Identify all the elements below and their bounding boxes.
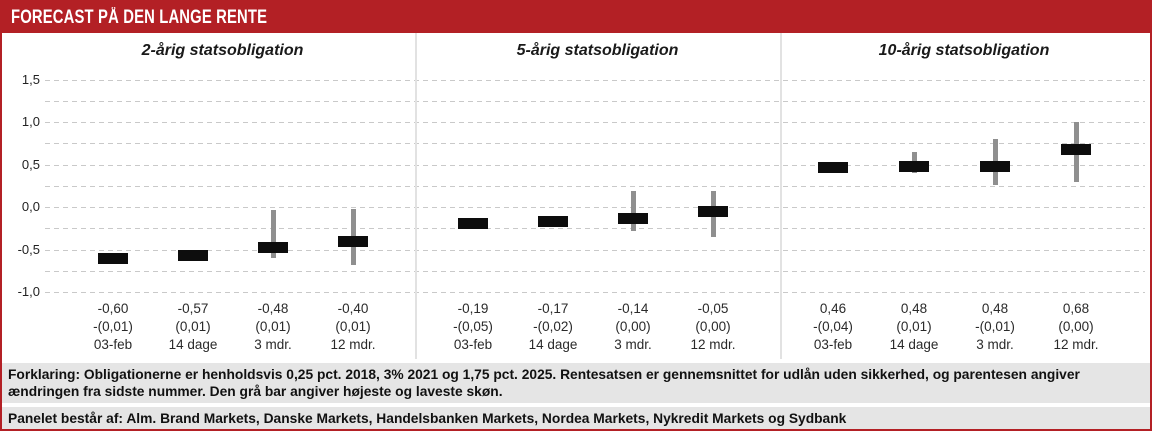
value-label: 0,68 bbox=[1062, 301, 1090, 316]
y-axis-tick-label: 1,0 bbox=[21, 114, 40, 129]
panel-title: 2-årig statsobligation bbox=[141, 42, 304, 59]
period-label: 3 mdr. bbox=[976, 337, 1014, 352]
forecast-bar bbox=[1061, 143, 1091, 155]
footer-panel-members: Panelet består af: Alm. Brand Markets, D… bbox=[2, 407, 1150, 429]
value-label: 0,46 bbox=[819, 301, 847, 316]
change-label: (0,01) bbox=[335, 319, 371, 334]
change-label: -(0,01) bbox=[975, 319, 1015, 334]
gridline bbox=[45, 100, 1145, 102]
forecast-bar bbox=[698, 205, 728, 217]
change-label: -(0,05) bbox=[453, 319, 493, 334]
change-label: (0,01) bbox=[255, 319, 291, 334]
value-label: -0,17 bbox=[537, 301, 569, 316]
gridline bbox=[45, 228, 1145, 230]
value-label: 0,48 bbox=[900, 301, 928, 316]
period-label: 12 mdr. bbox=[690, 337, 736, 352]
forecast-bar bbox=[618, 213, 648, 225]
gridline bbox=[45, 79, 1145, 81]
period-label: 12 mdr. bbox=[1053, 337, 1099, 352]
period-label: 14 dage bbox=[889, 337, 939, 352]
panel-divider bbox=[415, 33, 417, 359]
change-label: -(0,04) bbox=[813, 319, 853, 334]
value-label: -0,19 bbox=[457, 301, 489, 316]
panel-title: 5-årig statsobligation bbox=[516, 42, 679, 59]
change-label: (0,01) bbox=[896, 319, 932, 334]
chart-title-bar: FORECAST PÅ DEN LANGE RENTE bbox=[2, 2, 1150, 33]
point-label: -0,48 (0,01) 3 mdr. bbox=[228, 300, 318, 354]
gridline bbox=[45, 207, 1145, 208]
range-whisker bbox=[630, 190, 636, 231]
value-label: -0,48 bbox=[257, 301, 289, 316]
footer-gap bbox=[2, 403, 1150, 407]
y-axis-tick-label: 0,0 bbox=[21, 199, 40, 214]
change-label: (0,00) bbox=[695, 319, 731, 334]
footer-separator bbox=[2, 362, 1150, 363]
point-label: -0,14 (0,00) 3 mdr. bbox=[588, 300, 678, 354]
period-label: 3 mdr. bbox=[254, 337, 292, 352]
forecast-bar bbox=[899, 160, 929, 172]
period-label: 03-feb bbox=[813, 337, 853, 352]
point-label: -0,57 (0,01) 14 dage bbox=[148, 300, 238, 354]
forecast-bar bbox=[178, 249, 208, 261]
point-label: 0,48 (0,01) 14 dage bbox=[869, 300, 959, 354]
period-label: 03-feb bbox=[93, 337, 133, 352]
forecast-bar bbox=[338, 235, 368, 247]
forecast-bar bbox=[458, 217, 488, 229]
period-label: 12 mdr. bbox=[330, 337, 376, 352]
gridline bbox=[45, 292, 1145, 293]
value-label: -0,60 bbox=[97, 301, 129, 316]
value-label: -0,14 bbox=[617, 301, 649, 316]
point-label: -0,17 -(0,02) 14 dage bbox=[508, 300, 598, 354]
change-label: (0,00) bbox=[615, 319, 651, 334]
panel-title: 10-årig statsobligation bbox=[878, 42, 1050, 59]
gridline bbox=[45, 249, 1145, 251]
gridline bbox=[45, 164, 1145, 166]
period-label: 03-feb bbox=[453, 337, 493, 352]
point-label: 0,48 -(0,01) 3 mdr. bbox=[950, 300, 1040, 354]
chart-title: FORECAST PÅ DEN LANGE RENTE bbox=[11, 6, 268, 28]
y-axis-tick-label: 1,5 bbox=[21, 71, 40, 87]
chart-area: 1,5 1,0 0,5 0,0 -0,5 -1,0 2-årig statsobligati… bbox=[2, 33, 1150, 362]
y-axis-tick-label: -1,0 bbox=[17, 284, 40, 299]
forecast-bar bbox=[538, 215, 568, 227]
point-label: 0,46 -(0,04) 03-feb bbox=[788, 300, 878, 354]
period-label: 14 dage bbox=[168, 337, 218, 352]
forecast-bar bbox=[980, 160, 1010, 172]
point-label: -0,60 -(0,01) 03-feb bbox=[68, 300, 158, 354]
change-label: (0,01) bbox=[175, 319, 211, 334]
y-axis-tick-label: -0,5 bbox=[17, 241, 40, 257]
gridline bbox=[45, 185, 1145, 187]
gridline bbox=[45, 143, 1145, 145]
gridline bbox=[45, 270, 1145, 272]
period-label: 3 mdr. bbox=[614, 337, 652, 352]
value-label: -0,40 bbox=[337, 301, 369, 316]
value-label: 0,48 bbox=[981, 301, 1009, 316]
change-label: -(0,01) bbox=[93, 319, 133, 334]
change-label: -(0,02) bbox=[533, 319, 573, 334]
change-label: (0,00) bbox=[1058, 319, 1094, 334]
forecast-bar bbox=[258, 242, 288, 254]
forecast-bar bbox=[818, 162, 848, 174]
value-label: -0,57 bbox=[177, 301, 209, 316]
forecast-bar bbox=[98, 252, 128, 264]
point-label: 0,68 (0,00) 12 mdr. bbox=[1031, 300, 1121, 354]
point-label: -0,40 (0,01) 12 mdr. bbox=[308, 300, 398, 354]
panel-divider bbox=[780, 33, 782, 359]
value-label: -0,05 bbox=[697, 301, 729, 316]
y-axis-tick-label: 0,5 bbox=[21, 156, 40, 172]
point-label: -0,19 -(0,05) 03-feb bbox=[428, 300, 518, 354]
point-label: -0,05 (0,00) 12 mdr. bbox=[668, 300, 758, 354]
gridline bbox=[45, 122, 1145, 123]
footer-explanation: Forklaring: Obligationerne er henholdsvi… bbox=[2, 363, 1150, 403]
period-label: 14 dage bbox=[528, 337, 578, 352]
range-whisker bbox=[270, 209, 276, 258]
